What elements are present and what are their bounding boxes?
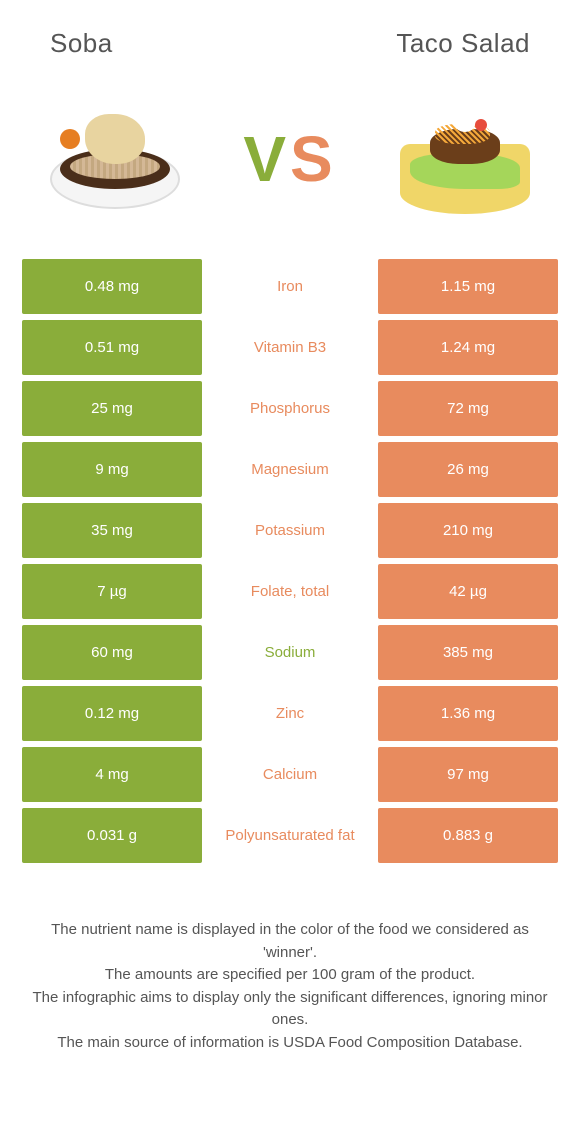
- nutrient-name: Magnesium: [202, 442, 378, 497]
- nutrient-name: Polyunsaturated fat: [202, 808, 378, 863]
- table-row: 7 µgFolate, total42 µg: [22, 564, 558, 619]
- food-left-image: [30, 99, 200, 219]
- left-value: 0.51 mg: [22, 320, 202, 375]
- left-value: 60 mg: [22, 625, 202, 680]
- food-right-image: [380, 99, 550, 219]
- footer-line: The nutrient name is displayed in the co…: [30, 919, 550, 964]
- right-value: 97 mg: [378, 747, 558, 802]
- nutrient-name: Zinc: [202, 686, 378, 741]
- footer-line: The amounts are specified per 100 gram o…: [30, 964, 550, 987]
- right-value: 1.36 mg: [378, 686, 558, 741]
- table-row: 4 mgCalcium97 mg: [22, 747, 558, 802]
- right-value: 42 µg: [378, 564, 558, 619]
- vs-row: VS: [0, 69, 580, 259]
- nutrient-name: Vitamin B3: [202, 320, 378, 375]
- left-value: 9 mg: [22, 442, 202, 497]
- nutrient-name: Potassium: [202, 503, 378, 558]
- nutrient-table: 0.48 mgIron1.15 mg 0.51 mgVitamin B31.24 …: [0, 259, 580, 863]
- table-row: 25 mgPhosphorus72 mg: [22, 381, 558, 436]
- vs-s: S: [290, 123, 337, 195]
- nutrient-name: Calcium: [202, 747, 378, 802]
- header: Soba Taco Salad: [0, 0, 580, 69]
- vs-label: VS: [243, 122, 336, 196]
- right-value: 210 mg: [378, 503, 558, 558]
- nutrient-name: Phosphorus: [202, 381, 378, 436]
- left-value: 25 mg: [22, 381, 202, 436]
- footer-line: The main source of information is USDA F…: [30, 1032, 550, 1055]
- left-value: 4 mg: [22, 747, 202, 802]
- left-value: 0.12 mg: [22, 686, 202, 741]
- food-right-title: Taco Salad: [396, 28, 530, 59]
- footer-line: The infographic aims to display only the…: [30, 987, 550, 1032]
- right-value: 0.883 g: [378, 808, 558, 863]
- left-value: 0.48 mg: [22, 259, 202, 314]
- table-row: 0.12 mgZinc1.36 mg: [22, 686, 558, 741]
- right-value: 26 mg: [378, 442, 558, 497]
- footer-notes: The nutrient name is displayed in the co…: [0, 869, 580, 1054]
- nutrient-name: Sodium: [202, 625, 378, 680]
- vs-v: V: [243, 123, 290, 195]
- left-value: 7 µg: [22, 564, 202, 619]
- right-value: 72 mg: [378, 381, 558, 436]
- food-left-title: Soba: [50, 28, 113, 59]
- left-value: 0.031 g: [22, 808, 202, 863]
- table-row: 9 mgMagnesium26 mg: [22, 442, 558, 497]
- table-row: 35 mgPotassium210 mg: [22, 503, 558, 558]
- table-row: 0.48 mgIron1.15 mg: [22, 259, 558, 314]
- right-value: 385 mg: [378, 625, 558, 680]
- right-value: 1.15 mg: [378, 259, 558, 314]
- table-row: 0.51 mgVitamin B31.24 mg: [22, 320, 558, 375]
- table-row: 60 mgSodium385 mg: [22, 625, 558, 680]
- nutrient-name: Iron: [202, 259, 378, 314]
- right-value: 1.24 mg: [378, 320, 558, 375]
- table-row: 0.031 gPolyunsaturated fat0.883 g: [22, 808, 558, 863]
- nutrient-name: Folate, total: [202, 564, 378, 619]
- left-value: 35 mg: [22, 503, 202, 558]
